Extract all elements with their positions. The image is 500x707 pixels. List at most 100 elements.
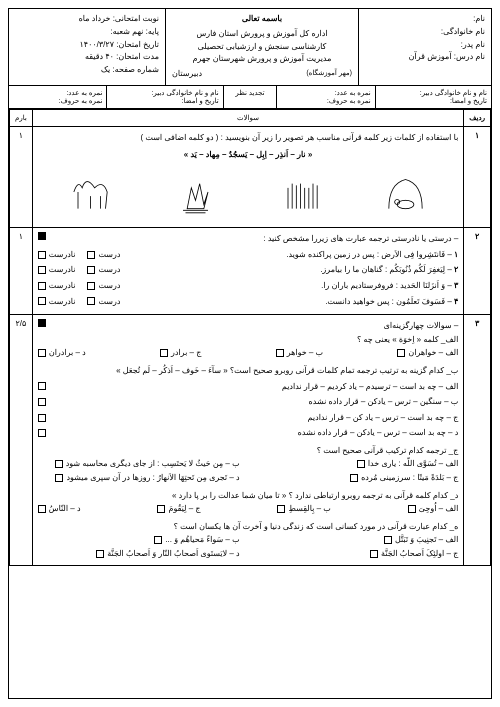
q3d: د_ کدام کلمه قرآنی به ترجمه روبرو ارتباط… — [38, 489, 459, 516]
q2-tr: : فروفرستادیم باران را. — [321, 281, 398, 290]
checkbox[interactable] — [96, 550, 104, 558]
date: ۱۴۰۰/۳/۲۷ — [79, 40, 114, 49]
opt: الف – چه بد است – ترسیدم – یاد کردیم – ق… — [282, 380, 458, 394]
q1-score: ۱ — [10, 126, 33, 227]
checkbox[interactable] — [55, 460, 63, 468]
table-header: ردیف سوالات بارم — [10, 109, 491, 126]
checkbox[interactable] — [384, 536, 392, 544]
score-word2: نمره به حروف: — [13, 97, 102, 105]
org2: کارشناسی سنجش و ارزشیابی تحصیلی — [172, 41, 352, 54]
checkbox[interactable] — [38, 349, 46, 357]
q3-num: ۳ — [464, 315, 491, 566]
q1-images — [38, 167, 459, 217]
q3d-q: د_ کدام کلمه قرآنی به ترجمه روبرو ارتباط… — [38, 489, 459, 503]
q1-words: « نار – اَنذِر – اِبِل – یَسجُدُ – مِهاد… — [38, 148, 459, 162]
checkbox[interactable] — [408, 505, 416, 513]
org3: مدیریت آموزش و پرورش شهرستان جهرم — [172, 53, 352, 66]
q3e-q: ه_ کدام عبارت قرآنی در مورد کسانی است که… — [38, 520, 459, 534]
checkbox[interactable] — [38, 414, 46, 422]
subject-label: نام درس: — [454, 52, 485, 61]
grade-label: پایه: — [146, 27, 159, 36]
opt: ب – خواهر — [287, 346, 323, 360]
false-label: نادرست — [49, 279, 76, 293]
checkbox[interactable] — [350, 474, 358, 482]
q2-content: – درستی یا نادرستی ترجمه عبارت های زیررا… — [32, 228, 464, 315]
opt: د – لایَستَوی اَصحابُ النّار وَ اَصحابُ … — [107, 547, 239, 561]
opt: ب – بِالقِسطِ — [288, 502, 330, 516]
q3e: ه_ کدام عبارت قرآنی در مورد کسانی است که… — [38, 520, 459, 561]
checkbox[interactable] — [397, 349, 405, 357]
q2-row: ۲ – درستی یا نادرستی ترجمه عبارت های زیر… — [10, 228, 491, 315]
checkbox[interactable] — [276, 349, 284, 357]
duration: ۴۰ دقیقه — [85, 52, 114, 61]
checkbox[interactable] — [87, 251, 95, 259]
q2-item: ۲ – لِیَغفِرَ لَکُم ذُنُوبَکُم : گناهان … — [38, 263, 459, 277]
checkbox[interactable] — [154, 536, 162, 544]
checkbox[interactable] — [38, 297, 46, 305]
checkbox[interactable] — [38, 282, 46, 290]
checkbox[interactable] — [38, 251, 46, 259]
opt: د – تَجری مِن تَحتِهَا الاَنهارُ : روزها… — [66, 471, 239, 485]
checkbox[interactable] — [38, 505, 46, 513]
opt: د – چه بد است – ترس – یادکن – قرار داده … — [298, 426, 459, 440]
fire-icon — [168, 167, 223, 217]
seal: (مهر آموزشگاه) — [306, 68, 352, 81]
q1-num: ۱ — [464, 126, 491, 227]
exam-info: نوبت امتحانی: خرداد ماه پایه: نهم شعبه: … — [9, 9, 165, 85]
opt: ج – برادر — [171, 346, 201, 360]
duration-label: مدت امتحان: — [116, 52, 159, 61]
box-icon — [38, 232, 46, 240]
checkbox[interactable] — [277, 505, 285, 513]
checkbox[interactable] — [87, 297, 95, 305]
date-sign: تاریخ و امضا: — [380, 97, 487, 105]
checkbox[interactable] — [357, 460, 365, 468]
checkbox[interactable] — [87, 282, 95, 290]
family-field: نام خانوادگی: — [365, 26, 485, 39]
q2-n: ۱ — [454, 250, 458, 259]
bismillah: باسمه تعالی — [172, 13, 352, 26]
checkbox[interactable] — [370, 550, 378, 558]
q2-ar: فَسَوفَ تَعلَمُون — [396, 297, 445, 306]
q2-item: ۳ – وَ اَنزَلنَا الحَدید : فروفرستادیم ب… — [38, 279, 459, 293]
opt: الف – تُسَوَّی اللّه : یاری خدا — [368, 457, 458, 471]
checkbox[interactable] — [38, 398, 46, 406]
score-num2: نمره به عدد: — [13, 89, 102, 97]
q1-instruction: با استفاده از کلمات زیر کلمه قرآنی مناسب… — [38, 131, 459, 145]
q2-tr: : پس خواهید دانست. — [325, 297, 394, 306]
opt: ج – چه بد است – ترس – یاد کن – قرار نداد… — [308, 411, 459, 425]
q2-tr: : پس در زمین پراکنده شوید. — [286, 250, 379, 259]
checkbox[interactable] — [38, 429, 46, 437]
teacher-name2: نام و نام خانوادگی دبیر: — [111, 89, 218, 97]
camel-icon — [63, 167, 118, 217]
opt: الف – اُوحِیَ — [419, 502, 459, 516]
period-label: نوبت امتحانی: — [113, 14, 159, 23]
score-num: نمره به عدد: — [281, 89, 370, 97]
student-info: نام: نام خانوادگی: نام پدر: نام درس: آمو… — [358, 9, 491, 85]
score-word: نمره به حروف: — [281, 97, 370, 105]
q3b: ب_ کدام گزینه به ترتیب ترجمه تمام کلمات … — [38, 364, 459, 440]
checkbox[interactable] — [38, 382, 46, 390]
q1-row: ۱ با استفاده از کلمات زیر کلمه قرآنی منا… — [10, 126, 491, 227]
checkbox[interactable] — [55, 474, 63, 482]
q2-n: ۴ — [454, 297, 458, 306]
opt: الف – خواهران — [408, 346, 458, 360]
q1-content: با استفاده از کلمات زیر کلمه قرآنی مناسب… — [32, 126, 464, 227]
questions-table: ردیف سوالات بارم ۱ با استفاده از کلمات ز… — [9, 109, 491, 566]
true-label: درست — [98, 248, 120, 262]
q3-score: ۲/۵ — [10, 315, 33, 566]
q3a-q: الف_ کلمه « اِخوَة » یعنی چه ؟ — [38, 333, 459, 347]
col-q: سوالات — [32, 109, 464, 126]
checkbox[interactable] — [87, 266, 95, 274]
score-row: نام و نام خانوادگی دبیر: تاریخ و امضا: ن… — [9, 86, 491, 109]
q3-row: ۳ – سوالات چهارگزینه‌ای الف_ کلمه « اِخو… — [10, 315, 491, 566]
subject-line: نام درس: آموزش قرآن — [365, 51, 485, 64]
false-label: نادرست — [49, 248, 76, 262]
checkbox[interactable] — [38, 266, 46, 274]
date-sign2: تاریخ و امضا: — [111, 97, 218, 105]
col-num: ردیف — [464, 109, 491, 126]
checkbox[interactable] — [157, 505, 165, 513]
q3-title: – سوالات چهارگزینه‌ای — [384, 319, 459, 333]
checkbox[interactable] — [160, 349, 168, 357]
opt: ج – بَلدَةً مَیتًا : سرزمینی مُرده — [361, 471, 458, 485]
false-label: نادرست — [49, 295, 76, 309]
